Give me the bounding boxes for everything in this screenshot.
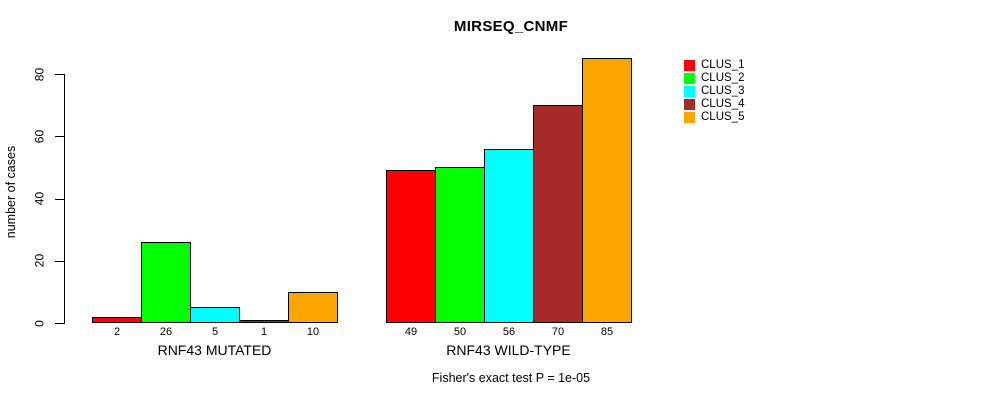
bar-value-label: 10: [306, 326, 320, 338]
legend-swatch-clus_4: [684, 99, 695, 110]
legend-swatch-clus_1: [684, 60, 695, 71]
legend-item-label: CLUS_2: [701, 72, 745, 84]
group-label: RNF43 WILD-TYPE: [446, 342, 571, 358]
bar-clus_1: [92, 317, 142, 323]
bar-clus_1: [386, 170, 436, 323]
y-axis-tick: [55, 198, 64, 200]
bar-value-label: 49: [404, 326, 418, 338]
legend-item-label: CLUS_4: [701, 98, 745, 110]
legend-item-label: CLUS_3: [701, 85, 745, 97]
bar-value-label: 85: [600, 326, 614, 338]
bar-clus_4: [533, 105, 583, 323]
bar-value-label: 1: [260, 326, 268, 338]
bar-clus_4: [239, 320, 289, 323]
legend-item: CLUS_5: [684, 111, 745, 123]
y-axis-tick: [55, 74, 64, 75]
legend-item: CLUS_4: [684, 98, 745, 110]
bar-clus_3: [484, 149, 534, 323]
legend-swatch-clus_5: [684, 112, 695, 123]
bar-clus_5: [288, 292, 338, 323]
y-axis-tick-label: 80: [32, 67, 47, 81]
y-axis-tick: [55, 323, 64, 324]
bar-value-label: 70: [551, 326, 565, 338]
legend-item: CLUS_2: [684, 72, 745, 84]
chart-title: MIRSEQ_CNMF: [453, 18, 569, 35]
legend: CLUS_1 CLUS_2 CLUS_3 CLUS_4 CLUS_5: [684, 59, 745, 125]
bar-value-label: 56: [502, 326, 516, 338]
bar-clus_5: [582, 58, 632, 323]
group-label: RNF43 MUTATED: [157, 342, 272, 358]
legend-swatch-clus_3: [684, 86, 695, 97]
bar-value-label: 50: [453, 326, 467, 338]
legend-swatch-clus_2: [684, 73, 695, 84]
legend-item: CLUS_3: [684, 85, 745, 97]
y-axis-tick-label: 40: [32, 191, 47, 206]
bar-clus_2: [141, 242, 191, 323]
bar-clus_2: [435, 167, 485, 323]
legend-item-label: CLUS_5: [701, 111, 745, 123]
legend-item-label: CLUS_1: [701, 59, 745, 71]
bar-clus_3: [190, 307, 240, 323]
y-axis-line: [64, 74, 65, 324]
y-axis-tick-label: 60: [32, 129, 47, 143]
bar-value-label: 26: [159, 326, 173, 338]
y-axis-label: number of cases: [4, 145, 18, 239]
bar-value-label: 5: [211, 326, 219, 338]
bar-value-label: 2: [113, 326, 121, 338]
legend-item: CLUS_1: [684, 59, 745, 71]
y-axis-tick: [55, 260, 64, 262]
y-axis-tick-label: 20: [32, 254, 47, 268]
fisher-test-caption: Fisher's exact test P = 1e-05: [431, 371, 591, 385]
y-axis-tick: [55, 136, 64, 138]
y-axis-tick-label: 0: [32, 319, 47, 327]
